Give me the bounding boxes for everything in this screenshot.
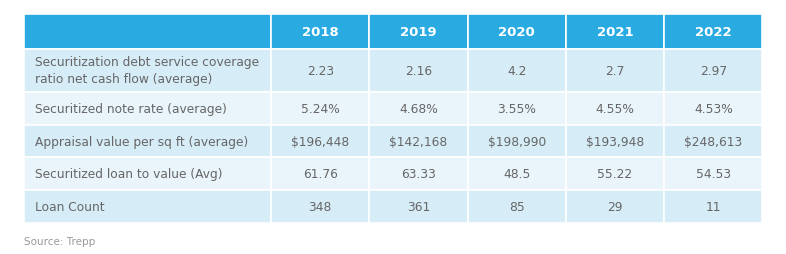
Text: $248,613: $248,613 (684, 135, 743, 148)
Bar (369, 92, 468, 125)
Bar (271, 158, 369, 191)
Bar (24, 191, 271, 224)
Text: 348: 348 (309, 201, 332, 214)
Bar (566, 125, 664, 158)
Bar (271, 92, 369, 125)
Text: 48.5: 48.5 (503, 168, 531, 181)
Text: 4.2: 4.2 (507, 65, 527, 77)
Text: 2022: 2022 (695, 26, 732, 39)
Text: 54.53: 54.53 (696, 168, 731, 181)
Text: 3.55%: 3.55% (498, 102, 536, 115)
Bar (271, 125, 369, 158)
Text: Securitized loan to value (Avg): Securitized loan to value (Avg) (35, 168, 222, 181)
Text: 61.76: 61.76 (303, 168, 338, 181)
Bar (468, 125, 566, 158)
Bar (24, 15, 271, 50)
Text: Source: Trepp: Source: Trepp (24, 236, 95, 246)
Text: 2.16: 2.16 (405, 65, 432, 77)
Text: 11: 11 (706, 201, 721, 214)
Bar (24, 158, 271, 191)
Text: 361: 361 (407, 201, 430, 214)
Bar (271, 15, 369, 50)
Text: Securitized note rate (average): Securitized note rate (average) (35, 102, 226, 115)
Bar (468, 15, 566, 50)
Bar (566, 15, 664, 50)
Text: $196,448: $196,448 (291, 135, 349, 148)
Bar (24, 92, 271, 125)
Text: 5.24%: 5.24% (301, 102, 340, 115)
Bar (566, 92, 664, 125)
Text: 4.53%: 4.53% (694, 102, 733, 115)
Text: Appraisal value per sq ft (average): Appraisal value per sq ft (average) (35, 135, 248, 148)
Text: Securitization debt service coverage
ratio net cash flow (average): Securitization debt service coverage rat… (35, 56, 259, 86)
Bar (369, 50, 468, 92)
Bar (468, 191, 566, 224)
Text: 63.33: 63.33 (401, 168, 436, 181)
Bar (24, 125, 271, 158)
Bar (664, 15, 762, 50)
Bar (468, 50, 566, 92)
Text: 4.68%: 4.68% (399, 102, 438, 115)
Bar (468, 158, 566, 191)
Bar (664, 158, 762, 191)
Bar (468, 92, 566, 125)
Bar (664, 50, 762, 92)
Text: 2.7: 2.7 (605, 65, 625, 77)
Bar (566, 50, 664, 92)
Bar (369, 158, 468, 191)
Text: 55.22: 55.22 (597, 168, 633, 181)
Bar (566, 158, 664, 191)
Text: 2020: 2020 (498, 26, 535, 39)
Bar (664, 191, 762, 224)
Bar (369, 15, 468, 50)
Bar (369, 191, 468, 224)
Text: 2021: 2021 (597, 26, 634, 39)
Bar (664, 92, 762, 125)
Text: 85: 85 (509, 201, 524, 214)
Bar (369, 125, 468, 158)
Bar (271, 50, 369, 92)
Text: $193,948: $193,948 (586, 135, 645, 148)
Text: 4.55%: 4.55% (596, 102, 634, 115)
Text: 2018: 2018 (302, 26, 339, 39)
Text: 2.23: 2.23 (307, 65, 334, 77)
Text: $198,990: $198,990 (487, 135, 546, 148)
Text: $142,168: $142,168 (389, 135, 447, 148)
Text: 29: 29 (608, 201, 623, 214)
Text: Loan Count: Loan Count (35, 201, 105, 214)
Text: 2.97: 2.97 (700, 65, 727, 77)
Text: 2019: 2019 (400, 26, 437, 39)
Bar (566, 191, 664, 224)
Bar (24, 50, 271, 92)
Bar (664, 125, 762, 158)
Bar (271, 191, 369, 224)
